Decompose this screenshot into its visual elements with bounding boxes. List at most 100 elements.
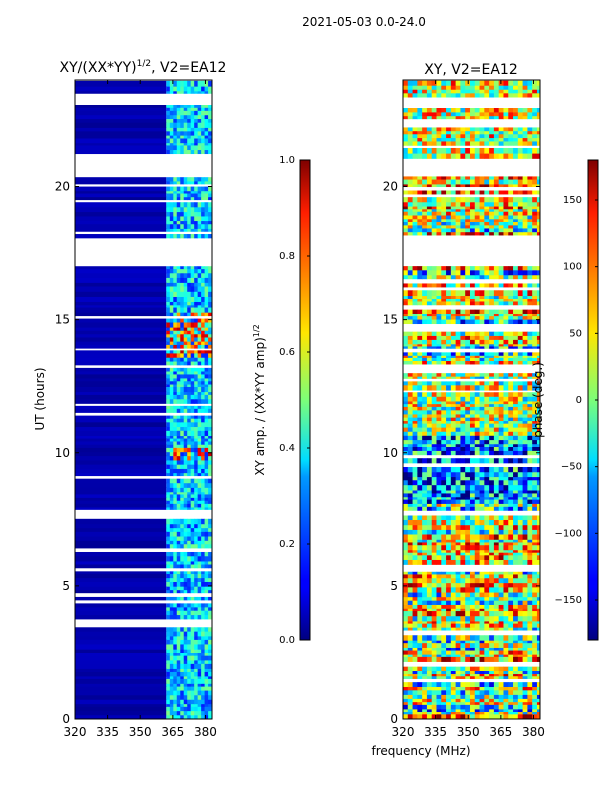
phase-cell [417, 345, 423, 349]
phase-cell [422, 713, 428, 719]
phase-cell [493, 577, 500, 584]
amp-cell [169, 506, 174, 510]
amp-cell [190, 333, 195, 338]
amp-cell-low-band [75, 706, 167, 712]
phase-cell [532, 283, 538, 288]
amp-cell [180, 220, 185, 225]
phase-cell [465, 544, 471, 551]
phase-cell [465, 549, 471, 553]
amp-cell [176, 435, 181, 439]
phase-cell [532, 600, 538, 605]
amp-cell [194, 435, 199, 439]
amp-cell [169, 196, 174, 201]
amp-x-axis: 320 335 350 365 380 [64, 80, 217, 739]
phase-cell [469, 339, 476, 345]
phase-cell [455, 698, 461, 703]
phase-cell [522, 647, 528, 651]
amp-cell [201, 149, 206, 155]
phase-cell [412, 654, 418, 657]
amp-cell [197, 536, 202, 541]
amp-cell [204, 202, 209, 208]
amp-cell [173, 631, 178, 637]
amp-cell [201, 352, 206, 358]
phase-cell [422, 274, 428, 280]
amp-cell [176, 318, 181, 323]
amp-cell [166, 357, 171, 362]
amp-cell [204, 649, 209, 654]
phase-cell [441, 450, 447, 456]
amp-cell [194, 110, 199, 116]
phase-cell [517, 360, 524, 365]
phase-cell [469, 343, 476, 347]
amp-cell-low-band [75, 536, 167, 541]
amp-cell-low-band [75, 655, 167, 661]
phase-cell [460, 533, 466, 540]
amp-cell [169, 296, 174, 302]
phase-cell [403, 476, 409, 481]
amp-cell [183, 586, 188, 591]
phase-cell [536, 467, 540, 473]
amp-cell [183, 589, 188, 594]
amp-cell [183, 497, 188, 501]
amp-cell [183, 286, 188, 292]
phase-cell [517, 479, 524, 486]
phase-cell [450, 443, 457, 447]
amp-cell [201, 686, 206, 691]
phase-cell [465, 458, 471, 464]
phase-cell [484, 554, 490, 560]
phase-cell [498, 647, 504, 651]
phase-cell [446, 392, 452, 397]
phase-cell [407, 650, 413, 655]
phase-cell [498, 586, 504, 593]
amp-cell [176, 202, 181, 208]
amp-cell [190, 675, 195, 679]
amp-cell [187, 344, 192, 349]
phase-cell [431, 331, 437, 336]
phase-cell [479, 400, 485, 405]
phase-cell [450, 503, 457, 507]
phase-cell [455, 319, 461, 325]
amp-cell [204, 635, 209, 640]
amp-cell [173, 506, 178, 510]
amp-cell [166, 482, 171, 488]
phase-cell [446, 479, 452, 486]
phase-cell [479, 533, 485, 540]
phase-cell [532, 384, 538, 391]
amp-cell [169, 459, 174, 465]
phase-cell [422, 519, 428, 526]
amp-cell [201, 668, 206, 672]
phase-cell [508, 524, 514, 530]
amp-cell [204, 551, 209, 557]
amp-cell [183, 350, 188, 354]
phase-cell [412, 443, 418, 447]
amp-cell [176, 234, 181, 239]
amp-cell [169, 468, 174, 474]
phase-cell [417, 409, 423, 415]
phase-cell [417, 541, 423, 546]
amp-cell [166, 127, 171, 132]
phase-cell [469, 529, 476, 535]
amp-cell-low-band [75, 690, 167, 696]
phase-cell [436, 519, 442, 526]
phase-cell [513, 539, 519, 543]
phase-cell [484, 439, 490, 445]
amp-cell [173, 447, 178, 453]
phase-cell [450, 319, 457, 325]
amp-cell [187, 266, 192, 270]
amp-cell [204, 234, 209, 239]
phase-cell [426, 539, 433, 543]
phase-cell [465, 541, 471, 546]
phase-cell [522, 331, 528, 336]
phase-cell [498, 484, 504, 491]
phase-cell [513, 529, 519, 535]
phase-cell [498, 467, 504, 473]
amp-cell [183, 291, 188, 297]
phase-cell [465, 309, 471, 314]
phase-cell [513, 506, 519, 511]
phase-cell [431, 409, 437, 415]
phase-cell [479, 489, 485, 494]
amp-cell-low-band [75, 86, 167, 92]
amp-cell [194, 478, 199, 484]
phase-cell [455, 544, 461, 551]
phase-cell [465, 635, 471, 641]
